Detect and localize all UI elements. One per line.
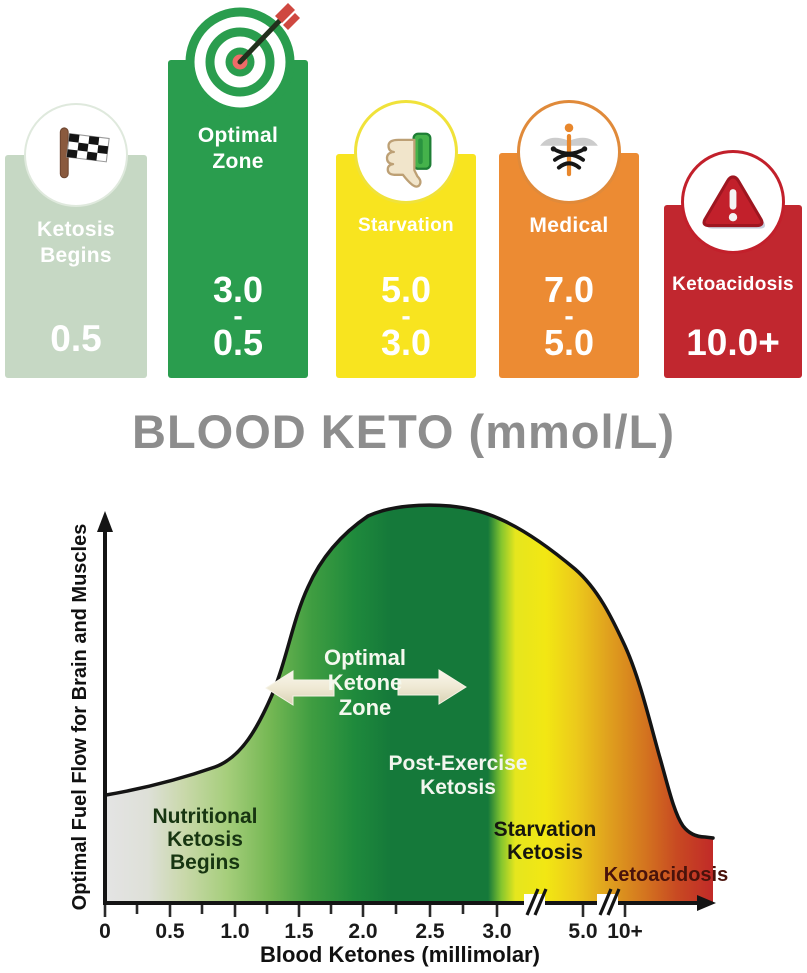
annotation-line: Ketosis xyxy=(507,841,583,864)
x-axis-arrowhead xyxy=(697,895,716,911)
thumbs-down-icon xyxy=(385,132,432,188)
annotation-optimal-ketone-zone: Optimal Ketone Zone xyxy=(324,645,406,720)
dart-fletching xyxy=(283,13,300,30)
caduceus-icon xyxy=(540,123,598,177)
tick-label: 2.0 xyxy=(348,920,377,943)
tick-label: 5.0 xyxy=(568,920,597,943)
zone-label: Starvation xyxy=(336,214,476,238)
zone-label-line: Ketosis xyxy=(37,218,115,241)
zone-value-dash: - xyxy=(401,300,411,332)
x-axis-ticks xyxy=(103,905,627,917)
zone-value-range: 5.0 - 3.0 xyxy=(336,268,476,364)
annotation-line: Ketosis xyxy=(420,776,496,799)
tick-label: 1.5 xyxy=(284,920,314,943)
icon-circle xyxy=(354,100,458,204)
tick-label: 10+ xyxy=(607,920,643,943)
annotation-post-exercise-ketosis: Post-Exercise Ketosis xyxy=(389,752,528,799)
fuel-flow-chart: 0 0.5 1.0 1.5 2.0 2.5 3.0 5.0 10+ Blood … xyxy=(69,503,728,967)
annotation-line: Ketosis xyxy=(167,828,243,851)
warning-triangle-icon xyxy=(702,175,766,229)
x-axis-title: Blood Ketones (millimolar) xyxy=(260,942,540,967)
checkered-flag-icon xyxy=(59,127,110,179)
page-title: BLOOD KETO (mmol/L) xyxy=(132,405,675,458)
tick-label: 2.5 xyxy=(415,920,445,943)
zone-value-dash: - xyxy=(233,300,243,332)
zone-value-low: 0.5 xyxy=(212,322,264,364)
y-axis-title: Optimal Fuel Flow for Brain and Muscles xyxy=(69,524,91,911)
zone-label: Optimal Zone xyxy=(168,123,308,176)
zone-label: Ketosis Begins xyxy=(5,217,147,270)
zone-column-optimal-zone: Optimal Zone 3.0 - 0.5 xyxy=(168,60,308,378)
zone-label: Ketoacidosis xyxy=(664,273,802,297)
zone-value-high: 7.0 xyxy=(543,268,595,310)
icon-circle xyxy=(681,150,785,254)
annotation-line: Ketone xyxy=(328,670,403,695)
axis-break-icon xyxy=(524,888,548,916)
annotation-ketoacidosis: Ketoacidosis xyxy=(604,864,728,886)
tick-label: 0 xyxy=(99,920,111,943)
annotation-line: Zone xyxy=(339,695,392,720)
icon-circle xyxy=(517,100,621,204)
y-axis xyxy=(97,511,113,905)
zone-label-line: Ketoacidosis xyxy=(672,274,794,295)
annotation-line: Post-Exercise xyxy=(389,752,528,775)
zone-value: 0.5 xyxy=(50,318,102,359)
icon-circle xyxy=(24,103,128,207)
zone-value-high: 5.0 xyxy=(380,268,432,310)
fuel-curve-area xyxy=(106,505,713,903)
zone-value-dash: - xyxy=(564,300,574,332)
right-arrow-icon xyxy=(397,669,467,705)
zone-value-low: 3.0 xyxy=(380,322,432,364)
left-arrow-icon xyxy=(265,670,335,706)
target-bullseye-icon xyxy=(185,3,300,117)
zone-label-line: Starvation xyxy=(358,215,454,236)
zone-value-low: 5.0 xyxy=(543,322,595,364)
zone-label-line: Zone xyxy=(212,150,264,174)
zone-value-high: 3.0 xyxy=(212,268,264,310)
zone-value: 10.0+ xyxy=(686,322,780,363)
annotation-line: Optimal xyxy=(324,645,406,670)
zone-value-range: 3.0 - 0.5 xyxy=(168,268,308,364)
tick-label: 1.0 xyxy=(220,920,249,943)
y-axis-arrowhead xyxy=(97,511,113,532)
zone-value-range: 7.0 - 5.0 xyxy=(499,268,639,364)
dart-fletching xyxy=(275,3,295,23)
axis-break-icon xyxy=(597,888,621,916)
tick-label: 0.5 xyxy=(155,920,185,943)
zone-label: Medical xyxy=(499,213,639,239)
x-axis-tick-labels: 0 0.5 1.0 1.5 2.0 2.5 3.0 5.0 10+ xyxy=(99,920,643,943)
zone-label-line: Medical xyxy=(529,214,609,237)
fuel-curve-line xyxy=(104,503,715,840)
annotation-line: Begins xyxy=(170,851,240,874)
zone-label-line: Begins xyxy=(40,244,112,268)
annotation-nutritional-ketosis-begins: Nutritional Ketosis Begins xyxy=(153,805,258,874)
annotation-line: Nutritional xyxy=(153,805,258,828)
zone-column-medical: Medical 7.0 - 5.0 xyxy=(499,153,639,378)
annotation-starvation-ketosis: Starvation Ketosis xyxy=(494,818,597,864)
annotation-line: Ketoacidosis xyxy=(604,864,728,886)
tick-label: 3.0 xyxy=(482,920,511,943)
zone-label-line: Optimal xyxy=(197,124,279,147)
annotation-line: Starvation xyxy=(494,818,597,841)
